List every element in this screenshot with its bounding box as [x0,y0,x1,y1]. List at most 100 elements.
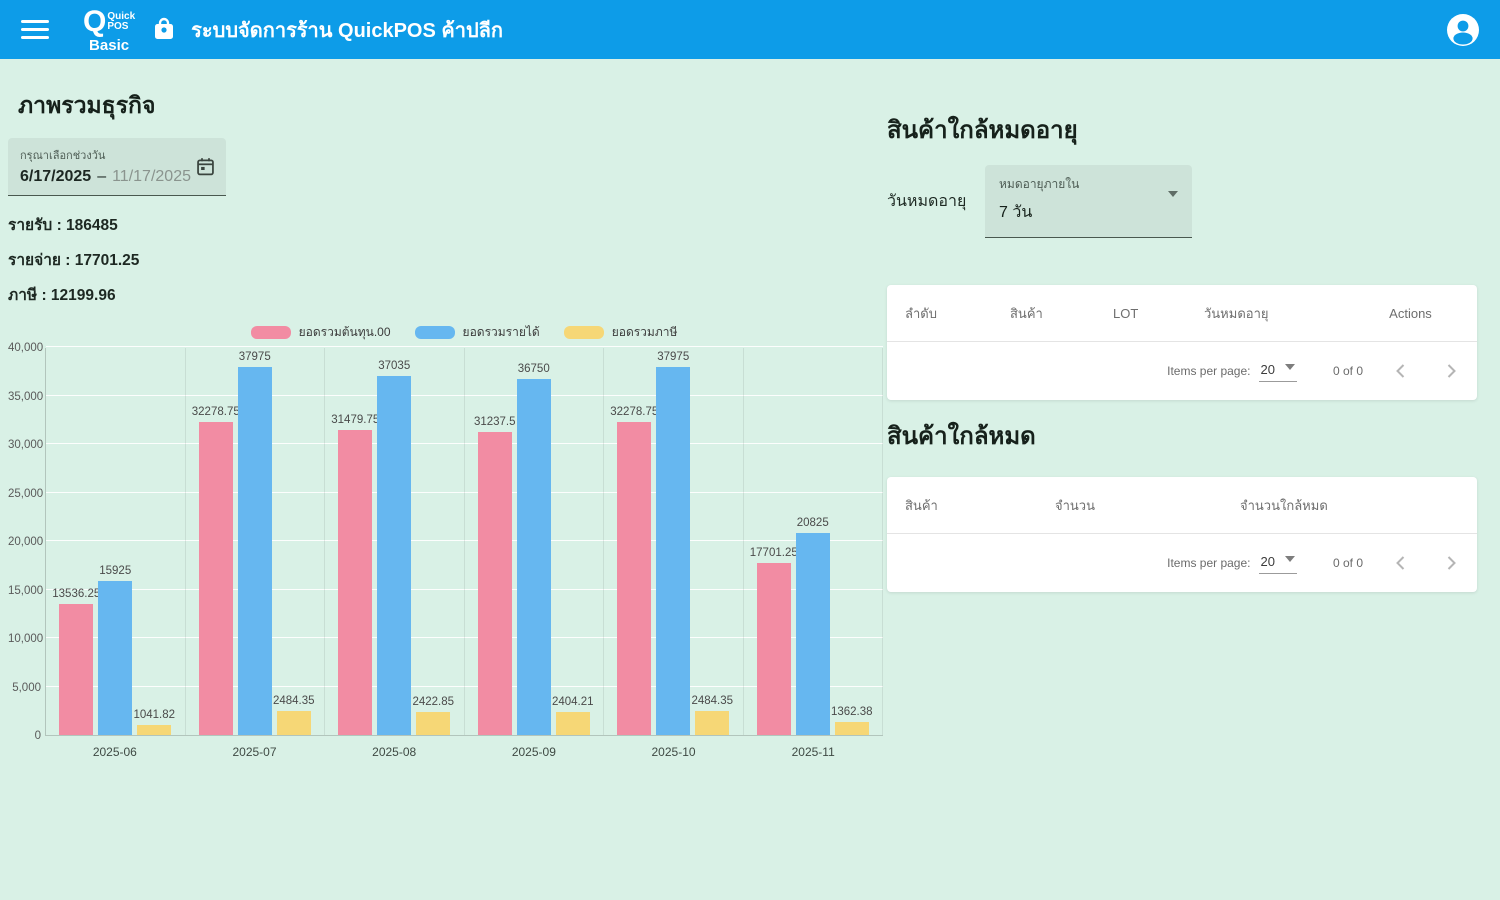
chart-bar: 20825 [795,517,830,735]
expiry-days-select-label: หมดอายุภายใน [999,177,1080,191]
chevron-down-icon [1284,556,1295,567]
logo-line1: Quick [107,10,136,22]
bar-group: 13536.25 15925 1041.82 [46,348,186,735]
gridline [46,491,883,493]
column-header: Actions [1389,305,1432,321]
bar-value-label: 31237.5 [473,416,516,428]
bar-value-label: 37975 [238,350,271,363]
low-stock-table-header: สินค้า จำนวน จำนวนใกล้หมด [887,477,1477,534]
legend-label: ยอดรวมภาษี [611,325,678,339]
legend-label: ยอดรวมรายได้ [462,325,540,339]
business-overview-panel: ภาพรวมธุรกิจ กรุณาเลือกช่วงวัน 6/17/2025… [8,82,886,768]
y-tick-label: 10,000 [8,633,44,645]
legend-item[interactable]: ยอดรวมภาษี [563,323,678,342]
shopping-bag-icon [151,16,177,44]
bar-value-label: 1362.38 [830,705,873,718]
chevron-left-icon[interactable] [1389,359,1413,383]
overview-title: ภาพรวมธุรกิจ [18,92,156,118]
stat-revenue: รายรับ : 186485 [8,217,118,234]
chevron-left-icon[interactable] [1389,551,1413,575]
chart-bar: 15925 [98,565,133,735]
items-per-page-select[interactable]: 20 [1258,552,1297,574]
date-range-start[interactable]: 6/17/2025 [20,168,92,185]
bar-value-label: 15925 [99,564,132,577]
column-header: สินค้า [905,497,938,513]
bar-value-label: 37975 [657,350,690,363]
chart-bar: 32278.75 [192,406,240,735]
stat-tax: ภาษี : 12199.96 [8,287,116,304]
bar-group: 17701.25 20825 1362.38 [744,348,883,735]
items-per-page-value: 20 [1260,362,1275,377]
expiry-filter-row: วันหมดอายุ หมดอายุภายใน 7 วัน [887,165,1477,238]
chart-bar: 37975 [656,351,691,735]
items-per-page-select[interactable]: 20 [1258,360,1297,382]
y-tick-label: 20,000 [8,536,44,548]
x-tick-label: 2025-06 [92,745,137,759]
bar-value-label: 32278.75 [191,405,240,418]
chevron-down-icon [1284,364,1295,375]
bar-value-label: 2484.35 [272,694,315,707]
bar-value-label: 37035 [378,359,411,372]
chart-bar: 32278.75 [610,406,658,735]
bar-value-label: 32278.75 [610,405,659,418]
chart-x-axis: 2025-06 2025-07 2025-08 2025-09 2025-10 2025-… [45,736,883,759]
chart-bar: 37975 [237,351,272,735]
low-stock-table-card: สินค้า จำนวน จำนวนใกล้หมด Items per page: … [887,477,1477,592]
gridline [46,540,883,541]
bar-value-label: 1041.82 [133,708,176,721]
gridline [46,443,883,444]
chevron-down-icon [1168,191,1178,202]
date-range-label: กรุณาเลือกช่วงวัน [20,150,106,162]
expiry-table-header: ลำดับ สินค้า LOT วันหมดอายุ Actions [887,285,1477,342]
bar-value-label: 17701.25 [749,547,798,560]
bar-value-label: 2404.21 [551,695,594,708]
chart-bar: 31479.75 [331,414,379,735]
bar-group: 31237.5 36750 2404.21 [465,348,604,735]
y-tick-label: 0 [34,730,41,742]
overview-bar-chart: 0 5,000 10,000 15,000 20,000 25,000 30,000 35,0… [8,342,886,768]
app-header: Q Quick POS Basic ระบบจัดการร้าน QuickPO… [0,0,1500,59]
paginator-range: 0 of 0 [1332,556,1363,570]
chart-bar: 36750 [516,363,551,735]
calendar-icon[interactable] [195,156,216,177]
page-title: ระบบจัดการร้าน QuickPOS ค้าปลีก [191,19,504,42]
logo-basic-label: Basic [89,36,130,54]
legend-item[interactable]: ยอดรวมรายได้ [414,323,540,342]
chart-bar: 2484.35 [691,695,733,735]
stat-expense: รายจ่าย : 17701.25 [8,252,140,269]
account-icon[interactable] [1446,13,1480,47]
paginator-range: 0 of 0 [1332,364,1363,378]
bar-group: 31479.75 37035 2422.85 [325,348,465,735]
x-tick-label: 2025-10 [651,745,696,759]
y-tick-label: 35,000 [8,390,44,403]
chart-bar: 17701.25 [750,547,798,735]
column-header: LOT [1113,305,1139,321]
chart-bar: 2484.35 [273,695,315,735]
legend-swatch [563,326,604,339]
items-per-page-value: 20 [1260,554,1275,569]
chart-bar: 37035 [377,360,412,735]
bar-group: 32278.75 37975 2484.35 [186,348,325,735]
column-header: วันหมดอายุ [1204,305,1269,321]
column-header: จำนวน [1055,497,1095,513]
date-range-field[interactable]: กรุณาเลือกช่วงวัน 6/17/2025 – 11/17/2025 [8,138,226,196]
expiry-days-select[interactable]: หมดอายุภายใน 7 วัน [985,165,1192,238]
chart-bar: 2404.21 [552,696,594,735]
chevron-right-icon[interactable] [1439,359,1463,383]
column-header: จำนวนใกล้หมด [1240,497,1328,513]
x-tick-label: 2025-07 [232,745,277,759]
column-header: สินค้า [1010,305,1043,321]
summary-stats: รายรับ : 186485 รายจ่าย : 17701.25 ภาษี … [8,212,886,307]
items-per-page-label: Items per page: [1167,364,1251,378]
x-tick-label: 2025-08 [372,745,417,759]
menu-icon[interactable] [21,20,49,39]
right-panel: สินค้าใกล้หมดอายุ วันหมดอายุ หมดอายุภายใ… [887,90,1477,592]
items-per-page-label: Items per page: [1167,556,1251,570]
chart-bar: 1041.82 [133,709,175,735]
gridline [46,394,883,396]
chevron-right-icon[interactable] [1439,551,1463,575]
date-range-end[interactable]: 11/17/2025 [112,168,191,185]
chart-bar: 1362.38 [831,706,873,735]
chart-bar: 2422.85 [412,696,454,735]
legend-item[interactable]: ยอดรวมต้นทุน.00 [250,323,391,342]
